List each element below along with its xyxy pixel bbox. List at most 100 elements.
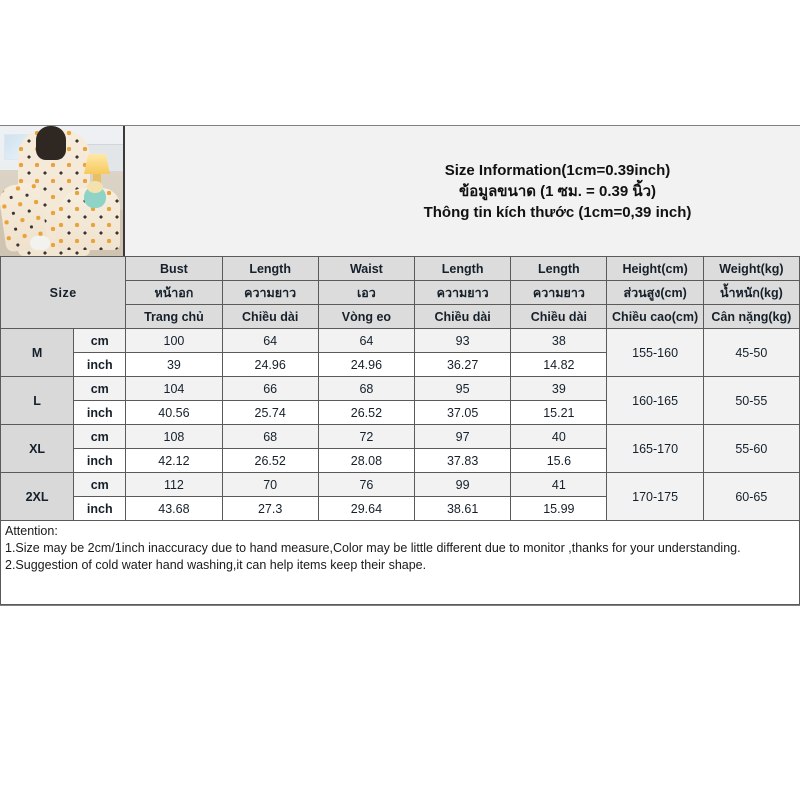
unit-cm-m: cm <box>73 328 127 353</box>
model-hair <box>36 126 66 160</box>
col-header-length3-en: Length <box>510 256 608 281</box>
attention-note-1: 1.Size may be 2cm/1inch inaccuracy due t… <box>5 541 741 555</box>
col-header-length2-en: Length <box>414 256 512 281</box>
table-row: inch 43.68 27.3 29.64 38.61 15.99 <box>1 496 800 521</box>
cell-2xl-cm-bust: 112 <box>125 472 223 497</box>
cell-m-height: 155-160 <box>606 328 704 377</box>
chart-header-band: Size Information(1cm=0.39inch) ข้อมูลขนา… <box>0 126 800 256</box>
table-row: inch 42.12 26.52 28.08 37.83 15.6 <box>1 448 800 473</box>
col-header-waist-th: เอว <box>317 280 416 305</box>
col-header-length1-vi: Chiều dài <box>221 304 319 329</box>
cell-m-cm-length2: 93 <box>414 328 512 353</box>
cell-l-cm-length2: 95 <box>414 376 512 401</box>
col-header-length3-th: ความยาว <box>510 280 608 305</box>
product-photo-illustration <box>0 126 123 256</box>
cell-xl-inch-length2: 37.83 <box>414 448 512 473</box>
cell-2xl-cm-length3: 41 <box>510 472 608 497</box>
cell-xl-inch-length1: 26.52 <box>221 448 319 473</box>
col-header-waist-vi: Vòng eo <box>317 304 416 329</box>
cell-m-cm-waist: 64 <box>317 328 416 353</box>
cell-m-cm-length3: 38 <box>510 328 608 353</box>
cell-l-inch-waist: 26.52 <box>317 400 416 425</box>
col-header-bust-th: หน้าอก <box>125 280 223 305</box>
cell-xl-cm-length1: 68 <box>221 424 319 449</box>
cell-l-inch-bust: 40.56 <box>125 400 223 425</box>
size-label-l: L <box>0 376 75 425</box>
cell-l-cm-bust: 104 <box>125 376 223 401</box>
attention-heading: Attention: <box>5 524 58 538</box>
col-header-height-vi: Chiều cao(cm) <box>606 304 704 329</box>
col-header-weight-th: น้ำหนัก(kg) <box>702 280 800 305</box>
plush-toy <box>84 181 106 208</box>
cell-2xl-cm-length2: 99 <box>414 472 512 497</box>
title-line-vi: Thông tin kích thước (1cm=0,39 inch) <box>423 203 692 221</box>
header-row-th: หน้าอก ความยาว เอว ความยาว ความยาว ส่วนส… <box>1 280 800 305</box>
cell-m-cm-bust: 100 <box>125 328 223 353</box>
cell-m-inch-bust: 39 <box>125 352 223 377</box>
cell-l-cm-waist: 68 <box>317 376 416 401</box>
attention-note-2: 2.Suggestion of cold water hand washing,… <box>5 558 427 572</box>
col-header-length3-vi: Chiều dài <box>510 304 608 329</box>
table-row: M cm 100 64 64 93 38 155-160 45-50 <box>0 328 800 377</box>
cell-2xl-inch-length2: 38.61 <box>414 496 512 521</box>
size-label-2xl: 2XL <box>0 472 75 521</box>
cell-2xl-cm-waist: 76 <box>317 472 416 497</box>
size-information-table: Size Bust Length Waist Length Length Hei… <box>0 256 800 521</box>
cell-xl-cm-bust: 108 <box>125 424 223 449</box>
cell-2xl-inch-waist: 29.64 <box>317 496 416 521</box>
cell-m-inch-length3: 14.82 <box>510 352 608 377</box>
cell-2xl-height: 170-175 <box>606 472 704 521</box>
col-header-length1-th: ความยาว <box>221 280 319 305</box>
table-row: inch 39 24.96 24.96 36.27 14.82 <box>1 352 800 377</box>
cell-m-inch-waist: 24.96 <box>317 352 416 377</box>
cell-xl-height: 165-170 <box>606 424 704 473</box>
table-row: inch 40.56 25.74 26.52 37.05 15.21 <box>1 400 800 425</box>
size-label-xl: XL <box>0 424 75 473</box>
model-sock <box>30 236 50 250</box>
table-row: L cm 104 66 68 95 39 160-165 50-55 <box>0 376 800 425</box>
unit-inch-2xl: inch <box>73 496 127 521</box>
unit-inch-l: inch <box>73 400 127 425</box>
col-header-height-en: Height(cm) <box>606 256 704 281</box>
cell-l-weight: 50-55 <box>702 376 800 425</box>
col-header-length2-vi: Chiều dài <box>414 304 512 329</box>
cell-m-inch-length2: 36.27 <box>414 352 512 377</box>
product-thumbnail <box>0 126 125 256</box>
header-row-vi: Trang chủ Chiều dài Vòng eo Chiều dài Ch… <box>1 304 800 329</box>
cell-xl-weight: 55-60 <box>702 424 800 473</box>
size-header-cell: Size <box>0 256 127 329</box>
size-chart: Size Information(1cm=0.39inch) ข้อมูลขนา… <box>0 125 800 606</box>
table-row: 2XL cm 112 70 76 99 41 170-175 60-65 <box>0 472 800 521</box>
unit-inch-m: inch <box>73 352 127 377</box>
cell-l-inch-length2: 37.05 <box>414 400 512 425</box>
unit-cm-2xl: cm <box>73 472 127 497</box>
cell-m-cm-length1: 64 <box>221 328 319 353</box>
cell-xl-inch-bust: 42.12 <box>125 448 223 473</box>
cell-2xl-weight: 60-65 <box>702 472 800 521</box>
cell-xl-cm-length2: 97 <box>414 424 512 449</box>
title-line-en: Size Information(1cm=0.39inch) <box>444 161 671 179</box>
cell-l-height: 160-165 <box>606 376 704 425</box>
col-header-weight-vi: Cân nặng(kg) <box>702 304 800 329</box>
cell-xl-inch-waist: 28.08 <box>317 448 416 473</box>
cell-xl-cm-length3: 40 <box>510 424 608 449</box>
col-header-waist-en: Waist <box>317 256 416 281</box>
attention-block: Attention: 1.Size may be 2cm/1inch inacc… <box>0 521 800 605</box>
unit-cm-xl: cm <box>73 424 127 449</box>
cell-l-cm-length3: 39 <box>510 376 608 401</box>
col-header-bust-vi: Trang chủ <box>125 304 223 329</box>
cell-l-inch-length1: 25.74 <box>221 400 319 425</box>
cell-2xl-inch-bust: 43.68 <box>125 496 223 521</box>
cell-2xl-cm-length1: 70 <box>221 472 319 497</box>
lamp-shade <box>84 154 110 174</box>
cell-2xl-inch-length3: 15.99 <box>510 496 608 521</box>
cell-l-cm-length1: 66 <box>221 376 319 401</box>
col-header-length1-en: Length <box>221 256 319 281</box>
col-header-bust-en: Bust <box>125 256 223 281</box>
cell-xl-cm-waist: 72 <box>317 424 416 449</box>
unit-inch-xl: inch <box>73 448 127 473</box>
cell-m-weight: 45-50 <box>702 328 800 377</box>
col-header-weight-en: Weight(kg) <box>702 256 800 281</box>
header-row-en: Size Bust Length Waist Length Length Hei… <box>0 256 800 329</box>
col-header-height-th: ส่วนสูง(cm) <box>606 280 704 305</box>
